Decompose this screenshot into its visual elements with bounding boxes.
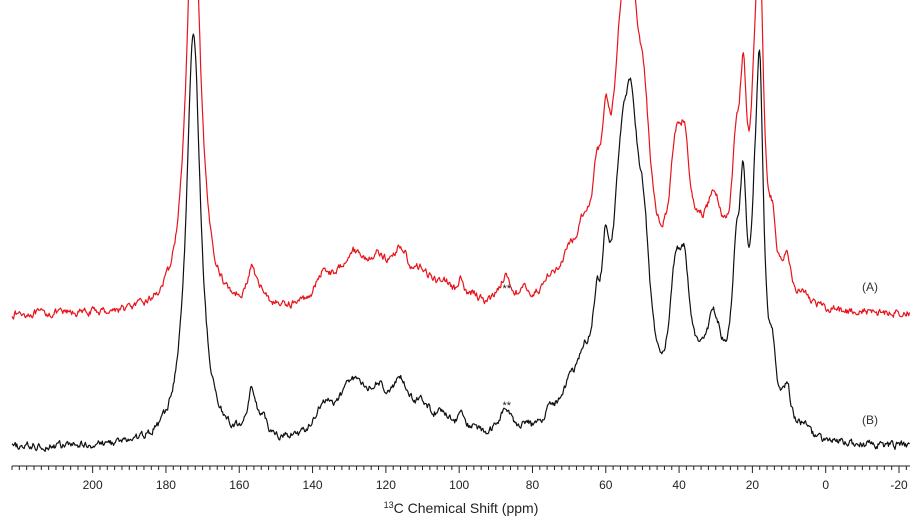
- series-line-a: [11, 0, 911, 320]
- tick-label: 20: [746, 478, 760, 492]
- annotation-star-a: **: [503, 283, 512, 295]
- series-label-b: (B): [862, 413, 878, 427]
- tick-label: 60: [599, 478, 613, 492]
- tick-label: 0: [822, 478, 829, 492]
- tick-label: 100: [449, 478, 469, 492]
- series-layer: (A) (B): [11, 0, 911, 452]
- tick-label: 180: [156, 478, 176, 492]
- x-axis-title-superscript: 13: [384, 500, 394, 510]
- x-axis-title-text: C Chemical Shift (ppm): [394, 500, 539, 516]
- x-axis-ticks: [11, 466, 907, 473]
- tick-label: 140: [303, 478, 323, 492]
- annotation-layer: ** **: [503, 283, 512, 412]
- tick-label: -20: [890, 478, 908, 492]
- tick-label: 200: [83, 478, 103, 492]
- tick-label: 40: [672, 478, 686, 492]
- series-label-a: (A): [862, 280, 878, 294]
- x-axis: 200 180 160 140 120 100 80 60 40 20 0 -20: [11, 465, 910, 492]
- x-axis-title: 13C Chemical Shift (ppm): [384, 500, 539, 516]
- annotation-star-b: **: [503, 400, 512, 412]
- series-line-b: [11, 33, 910, 452]
- tick-label: 160: [229, 478, 249, 492]
- tick-label: 120: [376, 478, 396, 492]
- x-axis-tick-labels: 200 180 160 140 120 100 80 60 40 20 0 -20: [83, 478, 908, 492]
- tick-label: 80: [526, 478, 540, 492]
